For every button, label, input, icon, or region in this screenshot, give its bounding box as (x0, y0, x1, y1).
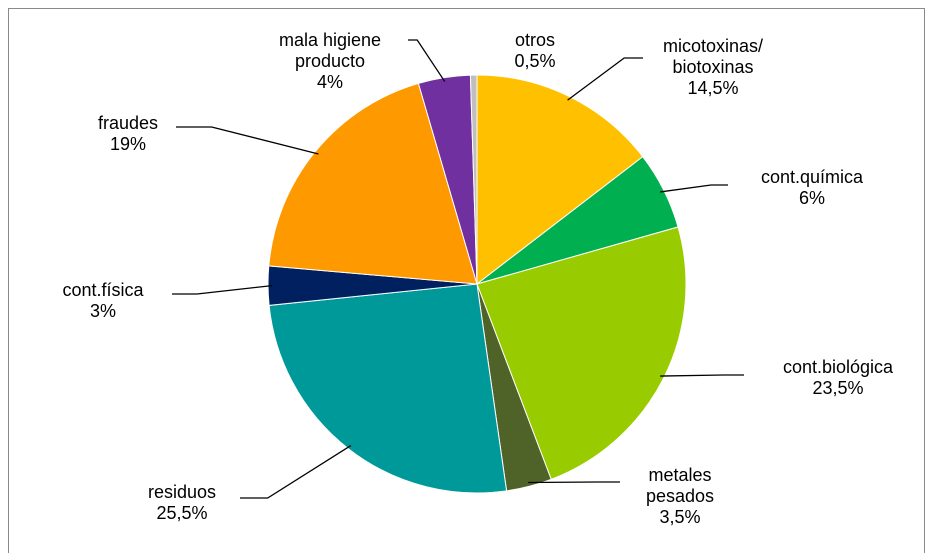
value-label: 4% (316, 72, 344, 92)
category-label: otros (514, 30, 556, 50)
value-label: 3,5% (659, 507, 701, 527)
pie-slice (469, 74, 478, 285)
leader-line (176, 126, 319, 155)
leader-line (567, 57, 643, 101)
value-label: 3% (89, 301, 117, 321)
slice-label: residuos 25,5% (148, 482, 216, 524)
value-label: 19% (109, 134, 147, 154)
value-label: 0,5% (514, 51, 556, 71)
category-label: residuos (147, 482, 217, 502)
category-label: cont.física (62, 280, 144, 300)
value-label: 6% (798, 188, 825, 208)
chart-frame (8, 8, 925, 553)
value-label: 25,5% (156, 503, 208, 523)
slice-label: mala higiene producto 4% (279, 30, 381, 93)
slice-label: cont.química 6% (761, 167, 863, 209)
category-label: mala higiene producto (278, 30, 382, 71)
slice-label: metales pesados 3,5% (646, 465, 714, 528)
pie-slice (476, 226, 687, 481)
slice-label: micotoxinas/ biotoxinas 14,5% (663, 36, 763, 99)
category-label: cont.química (760, 167, 864, 187)
slice-label: cont.física 3% (62, 280, 143, 322)
slice-label: otros 0,5% (514, 30, 555, 72)
category-label: cont.biológica (782, 357, 894, 377)
leader-line (172, 284, 273, 295)
leader-line (408, 39, 446, 82)
leader-line (660, 184, 728, 193)
slice-label: cont.biológica 23,5% (783, 357, 893, 399)
slice-label: fraudes 19% (98, 113, 158, 155)
category-label: metales pesados (645, 465, 715, 506)
category-label: micotoxinas/ biotoxinas (662, 36, 764, 77)
value-label: 14,5% (687, 78, 739, 98)
pie-slice (268, 82, 478, 285)
leader-line (660, 374, 744, 377)
leader-line (240, 445, 352, 499)
pie-slice (268, 283, 508, 494)
pie-slice (476, 74, 644, 286)
value-label: 23,5% (812, 378, 864, 398)
category-label: fraudes (97, 113, 159, 133)
